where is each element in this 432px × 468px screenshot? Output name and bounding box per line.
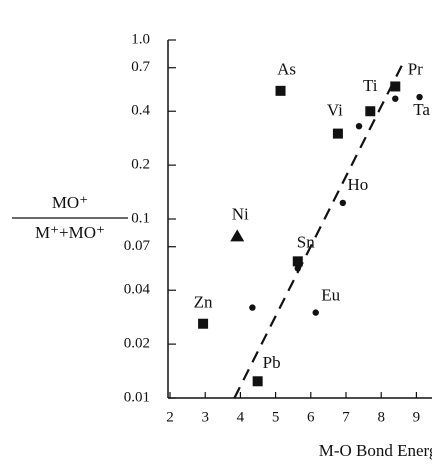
y-tick-label: 0.4 [131, 103, 150, 119]
square-marker [198, 319, 208, 329]
point-label: Eu [321, 286, 340, 305]
y-tick-label: 0.7 [131, 59, 150, 75]
point-label: Ni [232, 204, 249, 223]
x-tick-label: 5 [272, 409, 280, 425]
x-tick-label: 8 [377, 409, 385, 425]
point-label: As [277, 60, 296, 79]
y-tick-label: 1.0 [131, 31, 150, 47]
triangle-marker [230, 229, 244, 241]
y-tick-label: 0.1 [131, 210, 150, 226]
x-tick-label: 2 [166, 409, 174, 425]
square-marker [276, 86, 286, 96]
point-label: Ta [413, 100, 430, 119]
square-marker [333, 129, 343, 139]
y-tick-label: 0.01 [124, 389, 150, 405]
x-tick-label: 4 [237, 409, 245, 425]
y-tick-label: 0.02 [124, 336, 150, 352]
circle-marker [313, 309, 319, 315]
page: {"chart_data": { "type": "scatter", "x_l… [0, 0, 432, 468]
point-label: Zn [194, 293, 213, 312]
x-tick-label: 7 [342, 409, 350, 425]
point-label: Ho [347, 175, 368, 194]
chart: M-O Bond Energy (eV) MO⁺ M⁺+MO⁺ 1.0 0.7 0.… [0, 0, 432, 468]
x-tick-label: 3 [201, 409, 209, 425]
point-label: Pb [263, 353, 281, 372]
y-axis-label-numerator: MO⁺ [52, 193, 88, 212]
x-tick-label: 9 [413, 409, 421, 425]
circle-marker [356, 123, 362, 129]
point-label: Vi [327, 101, 343, 120]
y-tick-label: 0.04 [124, 282, 151, 298]
fit-line [234, 62, 403, 398]
circle-marker [392, 95, 398, 101]
x-axis-label: M-O Bond Energy (eV) [319, 441, 432, 460]
circle-marker [249, 304, 255, 310]
y-tick-label: 0.2 [131, 157, 150, 173]
square-marker [365, 106, 375, 116]
y-tick-label: 0.07 [124, 238, 151, 254]
y-axis-label-denominator: M⁺+MO⁺ [35, 223, 105, 242]
point-label: Pr [408, 59, 423, 78]
x-tick-label: 6 [307, 409, 315, 425]
square-marker [253, 376, 263, 386]
point-label: Sn [297, 232, 315, 251]
circle-marker [340, 200, 346, 206]
point-label: Ti [363, 76, 378, 95]
